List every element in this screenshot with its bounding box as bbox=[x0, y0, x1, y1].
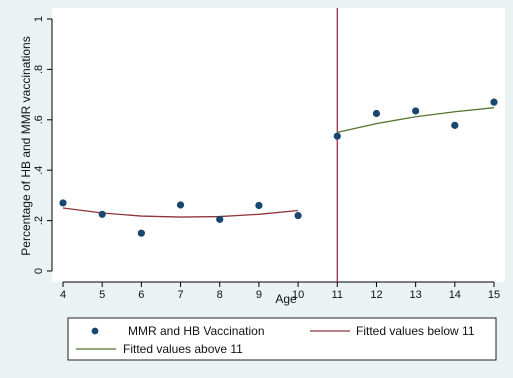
y-tick-label: .8 bbox=[33, 65, 45, 74]
fitted-line-fitted-values-above-11 bbox=[337, 107, 495, 134]
x-tick-label: 6 bbox=[138, 289, 144, 301]
data-point bbox=[451, 121, 459, 129]
data-point bbox=[255, 201, 263, 210]
x-tick-label: 15 bbox=[488, 289, 500, 301]
data-point bbox=[412, 107, 420, 115]
x-axis-label: Age bbox=[275, 292, 297, 306]
series-layer bbox=[59, 98, 498, 237]
legend-marker-mmr-hb bbox=[91, 327, 99, 335]
data-point bbox=[294, 211, 302, 220]
y-tick-label: 0 bbox=[33, 268, 45, 274]
x-tick-label: 8 bbox=[217, 289, 223, 301]
x-tick-label: 14 bbox=[449, 289, 461, 301]
y-tick-label: .4 bbox=[33, 166, 45, 175]
y-tick-label: .2 bbox=[33, 216, 45, 225]
x-axis: 4 5 6 7 8 9 10 11 12 13 14 15 bbox=[60, 282, 500, 301]
legend-label-above-11: Fitted values above 11 bbox=[123, 342, 243, 356]
x-tick-label: 5 bbox=[99, 289, 105, 301]
x-tick-label: 13 bbox=[410, 289, 422, 301]
data-point bbox=[98, 210, 106, 218]
x-tick-label: 4 bbox=[60, 289, 66, 301]
plot-area bbox=[52, 8, 505, 282]
data-point bbox=[490, 98, 498, 106]
x-tick-label: 11 bbox=[332, 289, 343, 301]
legend-label-mmr-hb: MMR and HB Vaccination bbox=[128, 324, 265, 338]
x-tick-label: 9 bbox=[256, 289, 262, 301]
data-point bbox=[59, 199, 67, 207]
x-tick-label: 10 bbox=[292, 289, 304, 301]
y-tick-label: 1 bbox=[33, 16, 45, 22]
data-point bbox=[216, 215, 224, 223]
data-point bbox=[333, 132, 341, 140]
x-tick-label: 7 bbox=[177, 289, 183, 301]
data-point bbox=[176, 201, 185, 209]
legend: MMR and HB Vaccination Fitted values bel… bbox=[67, 317, 497, 361]
x-tick-label: 12 bbox=[370, 289, 382, 301]
y-tick-label: .6 bbox=[33, 115, 45, 124]
legend-box bbox=[67, 317, 497, 361]
y-axis-label: Percentage of HB and MMR vaccinations bbox=[19, 36, 33, 255]
data-point bbox=[137, 229, 145, 237]
data-point bbox=[372, 109, 381, 118]
y-axis: 0 .2 .4 .6 .8 1 bbox=[33, 16, 52, 274]
legend-label-below-11: Fitted values below 11 bbox=[356, 324, 475, 338]
